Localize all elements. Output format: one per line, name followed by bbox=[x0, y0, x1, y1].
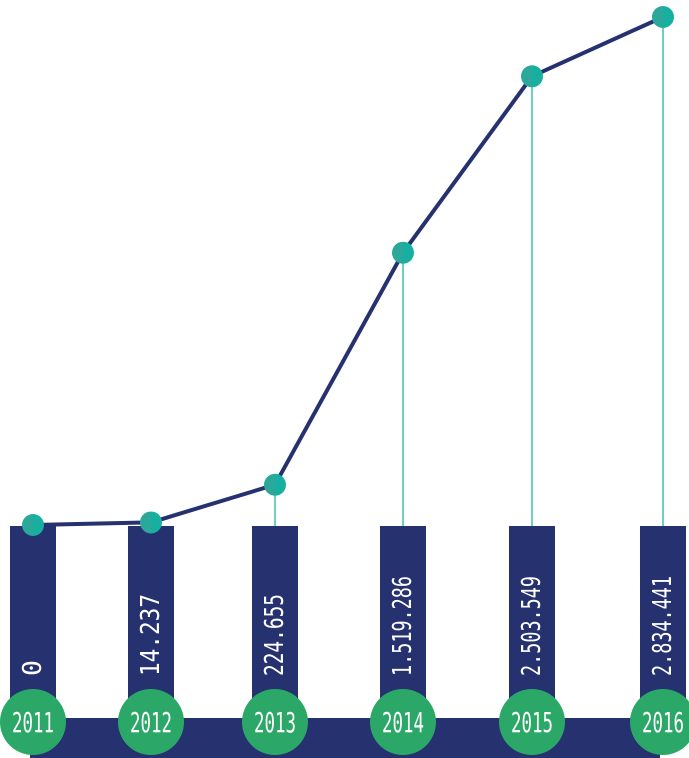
data-point-2013 bbox=[264, 473, 286, 496]
year-circle-2013 bbox=[242, 689, 308, 755]
bar-2015 bbox=[509, 526, 555, 718]
bar-2016 bbox=[640, 526, 686, 718]
series-line bbox=[31, 15, 665, 527]
year-circle-2014 bbox=[370, 689, 436, 755]
data-point-2011 bbox=[22, 514, 44, 536]
data-point-2014 bbox=[392, 241, 414, 264]
data-point-2016 bbox=[652, 6, 674, 28]
value-label-2013: 224.655 bbox=[260, 594, 290, 676]
year-circle-2016 bbox=[630, 689, 689, 755]
value-label-2015: 2.503.549 bbox=[517, 576, 547, 676]
bar-2011 bbox=[10, 526, 56, 718]
value-label-2014: 1.519.286 bbox=[388, 576, 418, 676]
year-label-2011: 2011 bbox=[12, 706, 54, 739]
year-label-2014: 2014 bbox=[382, 706, 424, 739]
year-label-2013: 2013 bbox=[254, 706, 296, 739]
bar-2014 bbox=[380, 526, 426, 718]
value-label-2011: 0 bbox=[18, 660, 48, 676]
bar-2013 bbox=[252, 526, 298, 718]
data-point-2012 bbox=[140, 511, 162, 534]
year-label-2015: 2015 bbox=[511, 706, 553, 739]
value-label-2016: 2.834.441 bbox=[648, 576, 678, 676]
year-label-2016: 2016 bbox=[642, 706, 684, 739]
bar-2012 bbox=[128, 526, 174, 718]
year-circle-2012 bbox=[118, 689, 184, 755]
data-point-2015 bbox=[521, 65, 543, 88]
value-label-2012: 14.237 bbox=[136, 594, 166, 676]
year-circle-2015 bbox=[499, 689, 565, 755]
year-circle-2011 bbox=[0, 689, 66, 755]
year-label-2012: 2012 bbox=[130, 706, 172, 739]
